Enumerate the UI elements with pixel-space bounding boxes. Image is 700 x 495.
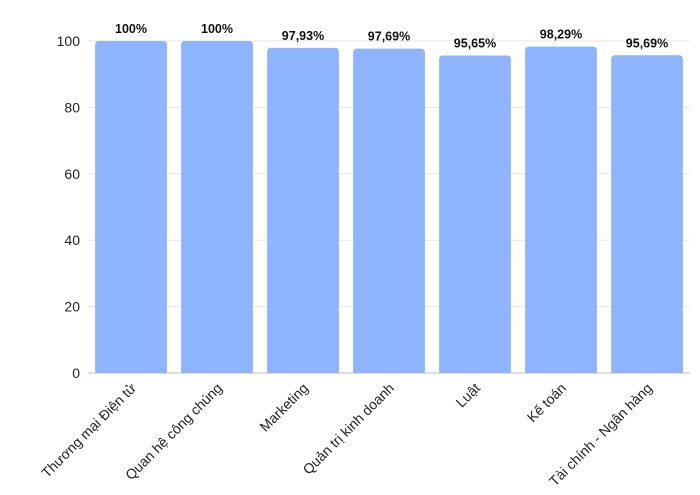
data-label: 98,29%	[540, 28, 582, 42]
y-tick-label: 40	[64, 232, 80, 248]
data-label: 100%	[115, 22, 147, 36]
data-label: 95,65%	[454, 36, 496, 50]
bar	[611, 55, 683, 373]
y-tick-label: 100	[57, 33, 81, 49]
x-category-label: Quan hệ công chúng	[122, 380, 225, 483]
x-category-label: Kế toán	[524, 380, 569, 425]
y-tick-label: 0	[72, 365, 80, 381]
bar	[525, 46, 597, 374]
y-tick-label: 60	[64, 166, 80, 182]
data-label: 100%	[201, 22, 233, 36]
bar	[95, 41, 167, 373]
x-category-label: Thương mại Điện tử	[38, 380, 139, 481]
x-category-label: Luật	[453, 380, 484, 411]
x-category-label: Marketing	[256, 380, 311, 435]
bar	[439, 55, 511, 373]
x-category-label: Quản trị kinh doanh	[299, 380, 397, 478]
bar	[353, 48, 425, 374]
y-axis-ticks: 0 20 40 60 80 100	[57, 33, 81, 381]
data-label: 95,69%	[626, 36, 668, 50]
data-labels: 100% 100% 97,93% 97,69% 95,65% 98,29% 95,69%	[115, 22, 668, 50]
data-label: 97,69%	[368, 30, 410, 44]
y-tick-label: 80	[64, 99, 80, 115]
data-label: 97,93%	[282, 29, 324, 43]
bars	[95, 41, 683, 374]
y-tick-label: 20	[64, 299, 80, 315]
bar	[267, 47, 339, 373]
bar	[181, 41, 253, 373]
